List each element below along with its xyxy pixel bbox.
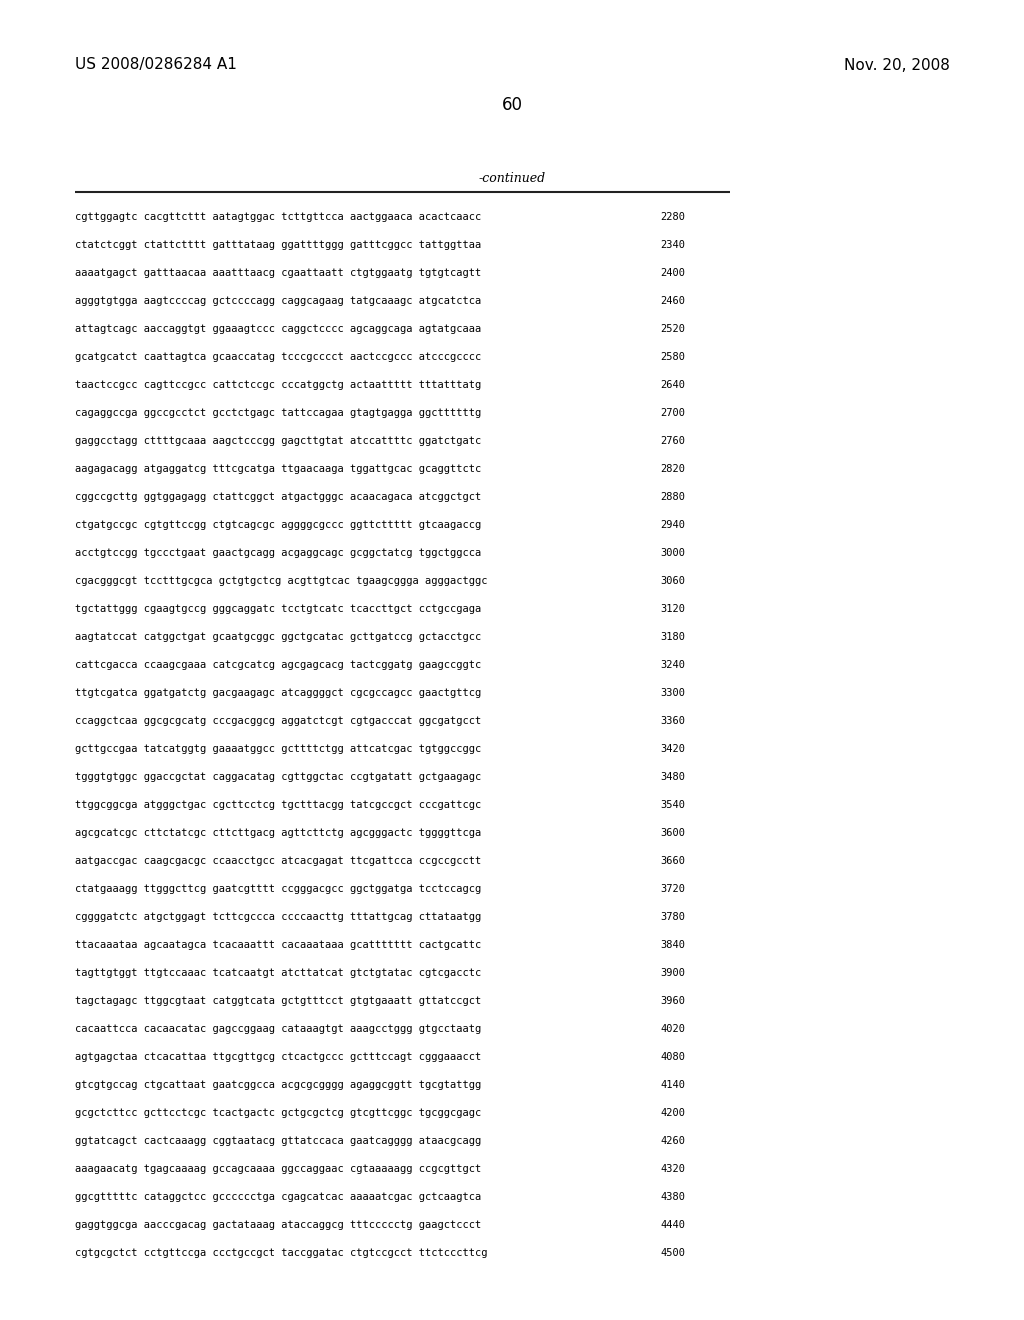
Text: 3060: 3060: [660, 576, 685, 586]
Text: 2700: 2700: [660, 408, 685, 418]
Text: cgttggagtc cacgttcttt aatagtggac tcttgttcca aactggaaca acactcaacc: cgttggagtc cacgttcttt aatagtggac tcttgtt…: [75, 213, 481, 222]
Text: 4140: 4140: [660, 1080, 685, 1090]
Text: 2760: 2760: [660, 436, 685, 446]
Text: aagagacagg atgaggatcg tttcgcatga ttgaacaaga tggattgcac gcaggttctc: aagagacagg atgaggatcg tttcgcatga ttgaaca…: [75, 465, 481, 474]
Text: cgtgcgctct cctgttccga ccctgccgct taccggatac ctgtccgcct ttctcccttcg: cgtgcgctct cctgttccga ccctgccgct taccgga…: [75, 1247, 487, 1258]
Text: 2280: 2280: [660, 213, 685, 222]
Text: 3180: 3180: [660, 632, 685, 642]
Text: gcttgccgaa tatcatggtg gaaaatggcc gcttttctgg attcatcgac tgtggccggc: gcttgccgaa tatcatggtg gaaaatggcc gcttttc…: [75, 744, 481, 754]
Text: 4200: 4200: [660, 1107, 685, 1118]
Text: 2460: 2460: [660, 296, 685, 306]
Text: ggcgtttttc cataggctcc gcccccctga cgagcatcac aaaaatcgac gctcaagtca: ggcgtttttc cataggctcc gcccccctga cgagcat…: [75, 1192, 481, 1203]
Text: 3660: 3660: [660, 855, 685, 866]
Text: gtcgtgccag ctgcattaat gaatcggcca acgcgcgggg agaggcggtt tgcgtattgg: gtcgtgccag ctgcattaat gaatcggcca acgcgcg…: [75, 1080, 481, 1090]
Text: 3420: 3420: [660, 744, 685, 754]
Text: 3960: 3960: [660, 997, 685, 1006]
Text: ccaggctcaa ggcgcgcatg cccgacggcg aggatctcgt cgtgacccat ggcgatgcct: ccaggctcaa ggcgcgcatg cccgacggcg aggatct…: [75, 715, 481, 726]
Text: 3540: 3540: [660, 800, 685, 810]
Text: 3240: 3240: [660, 660, 685, 671]
Text: aagtatccat catggctgat gcaatgcggc ggctgcatac gcttgatccg gctacctgcc: aagtatccat catggctgat gcaatgcggc ggctgca…: [75, 632, 481, 642]
Text: 3480: 3480: [660, 772, 685, 781]
Text: attagtcagc aaccaggtgt ggaaagtccc caggctcccc agcaggcaga agtatgcaaa: attagtcagc aaccaggtgt ggaaagtccc caggctc…: [75, 323, 481, 334]
Text: 4020: 4020: [660, 1024, 685, 1034]
Text: agtgagctaa ctcacattaa ttgcgttgcg ctcactgccc gctttccagt cgggaaacct: agtgagctaa ctcacattaa ttgcgttgcg ctcactg…: [75, 1052, 481, 1063]
Text: cacaattcca cacaacatac gagccggaag cataaagtgt aaagcctggg gtgcctaatg: cacaattcca cacaacatac gagccggaag cataaag…: [75, 1024, 481, 1034]
Text: ttgtcgatca ggatgatctg gacgaagagc atcaggggct cgcgccagcc gaactgttcg: ttgtcgatca ggatgatctg gacgaagagc atcaggg…: [75, 688, 481, 698]
Text: Nov. 20, 2008: Nov. 20, 2008: [844, 58, 950, 73]
Text: tagctagagc ttggcgtaat catggtcata gctgtttcct gtgtgaaatt gttatccgct: tagctagagc ttggcgtaat catggtcata gctgttt…: [75, 997, 481, 1006]
Text: tgctattggg cgaagtgccg gggcaggatc tcctgtcatc tcaccttgct cctgccgaga: tgctattggg cgaagtgccg gggcaggatc tcctgtc…: [75, 605, 481, 614]
Text: taactccgcc cagttccgcc cattctccgc cccatggctg actaattttt tttatttatg: taactccgcc cagttccgcc cattctccgc cccatgg…: [75, 380, 481, 389]
Text: cggccgcttg ggtggagagg ctattcggct atgactgggc acaacagaca atcggctgct: cggccgcttg ggtggagagg ctattcggct atgactg…: [75, 492, 481, 502]
Text: 4320: 4320: [660, 1164, 685, 1173]
Text: 3840: 3840: [660, 940, 685, 950]
Text: 2820: 2820: [660, 465, 685, 474]
Text: 2880: 2880: [660, 492, 685, 502]
Text: 4380: 4380: [660, 1192, 685, 1203]
Text: cgacgggcgt tcctttgcgca gctgtgctcg acgttgtcac tgaagcggga agggactggc: cgacgggcgt tcctttgcgca gctgtgctcg acgttg…: [75, 576, 487, 586]
Text: 2580: 2580: [660, 352, 685, 362]
Text: agcgcatcgc cttctatcgc cttcttgacg agttcttctg agcgggactc tggggttcga: agcgcatcgc cttctatcgc cttcttgacg agttctt…: [75, 828, 481, 838]
Text: ctgatgccgc cgtgttccgg ctgtcagcgc aggggcgccc ggttcttttt gtcaagaccg: ctgatgccgc cgtgttccgg ctgtcagcgc aggggcg…: [75, 520, 481, 531]
Text: 2400: 2400: [660, 268, 685, 279]
Text: 4080: 4080: [660, 1052, 685, 1063]
Text: 3780: 3780: [660, 912, 685, 921]
Text: 3600: 3600: [660, 828, 685, 838]
Text: tgggtgtggc ggaccgctat caggacatag cgttggctac ccgtgatatt gctgaagagc: tgggtgtggc ggaccgctat caggacatag cgttggc…: [75, 772, 481, 781]
Text: 3000: 3000: [660, 548, 685, 558]
Text: 2520: 2520: [660, 323, 685, 334]
Text: 60: 60: [502, 96, 522, 114]
Text: 3900: 3900: [660, 968, 685, 978]
Text: 2940: 2940: [660, 520, 685, 531]
Text: 3720: 3720: [660, 884, 685, 894]
Text: -continued: -continued: [478, 172, 546, 185]
Text: ttggcggcga atgggctgac cgcttcctcg tgctttacgg tatcgccgct cccgattcgc: ttggcggcga atgggctgac cgcttcctcg tgcttta…: [75, 800, 481, 810]
Text: tagttgtggt ttgtccaaac tcatcaatgt atcttatcat gtctgtatac cgtcgacctc: tagttgtggt ttgtccaaac tcatcaatgt atcttat…: [75, 968, 481, 978]
Text: ttacaaataa agcaatagca tcacaaattt cacaaataaa gcattttttt cactgcattc: ttacaaataa agcaatagca tcacaaattt cacaaat…: [75, 940, 481, 950]
Text: gcatgcatct caattagtca gcaaccatag tcccgcccct aactccgccc atcccgcccc: gcatgcatct caattagtca gcaaccatag tcccgcc…: [75, 352, 481, 362]
Text: gcgctcttcc gcttcctcgc tcactgactc gctgcgctcg gtcgttcggc tgcggcgagc: gcgctcttcc gcttcctcgc tcactgactc gctgcgc…: [75, 1107, 481, 1118]
Text: aatgaccgac caagcgacgc ccaacctgcc atcacgagat ttcgattcca ccgccgcctt: aatgaccgac caagcgacgc ccaacctgcc atcacga…: [75, 855, 481, 866]
Text: ctatctcggt ctattctttt gatttataag ggattttggg gatttcggcc tattggttaa: ctatctcggt ctattctttt gatttataag ggatttt…: [75, 240, 481, 249]
Text: cggggatctc atgctggagt tcttcgccca ccccaacttg tttattgcag cttataatgg: cggggatctc atgctggagt tcttcgccca ccccaac…: [75, 912, 481, 921]
Text: 3360: 3360: [660, 715, 685, 726]
Text: 3120: 3120: [660, 605, 685, 614]
Text: 4440: 4440: [660, 1220, 685, 1230]
Text: 2340: 2340: [660, 240, 685, 249]
Text: ctatgaaagg ttgggcttcg gaatcgtttt ccgggacgcc ggctggatga tcctccagcg: ctatgaaagg ttgggcttcg gaatcgtttt ccgggac…: [75, 884, 481, 894]
Text: 3300: 3300: [660, 688, 685, 698]
Text: 4500: 4500: [660, 1247, 685, 1258]
Text: gaggtggcga aacccgacag gactataaag ataccaggcg tttccccctg gaagctccct: gaggtggcga aacccgacag gactataaag ataccag…: [75, 1220, 481, 1230]
Text: cagaggccga ggccgcctct gcctctgagc tattccagaa gtagtgagga ggcttttttg: cagaggccga ggccgcctct gcctctgagc tattcca…: [75, 408, 481, 418]
Text: 4260: 4260: [660, 1137, 685, 1146]
Text: 2640: 2640: [660, 380, 685, 389]
Text: aaagaacatg tgagcaaaag gccagcaaaa ggccaggaac cgtaaaaagg ccgcgttgct: aaagaacatg tgagcaaaag gccagcaaaa ggccagg…: [75, 1164, 481, 1173]
Text: acctgtccgg tgccctgaat gaactgcagg acgaggcagc gcggctatcg tggctggcca: acctgtccgg tgccctgaat gaactgcagg acgaggc…: [75, 548, 481, 558]
Text: US 2008/0286284 A1: US 2008/0286284 A1: [75, 58, 237, 73]
Text: cattcgacca ccaagcgaaa catcgcatcg agcgagcacg tactcggatg gaagccggtc: cattcgacca ccaagcgaaa catcgcatcg agcgagc…: [75, 660, 481, 671]
Text: ggtatcagct cactcaaagg cggtaatacg gttatccaca gaatcagggg ataacgcagg: ggtatcagct cactcaaagg cggtaatacg gttatcc…: [75, 1137, 481, 1146]
Text: agggtgtgga aagtccccag gctccccagg caggcagaag tatgcaaagc atgcatctca: agggtgtgga aagtccccag gctccccagg caggcag…: [75, 296, 481, 306]
Text: gaggcctagg cttttgcaaa aagctcccgg gagcttgtat atccattttc ggatctgatc: gaggcctagg cttttgcaaa aagctcccgg gagcttg…: [75, 436, 481, 446]
Text: aaaatgagct gatttaacaa aaatttaacg cgaattaatt ctgtggaatg tgtgtcagtt: aaaatgagct gatttaacaa aaatttaacg cgaatta…: [75, 268, 481, 279]
